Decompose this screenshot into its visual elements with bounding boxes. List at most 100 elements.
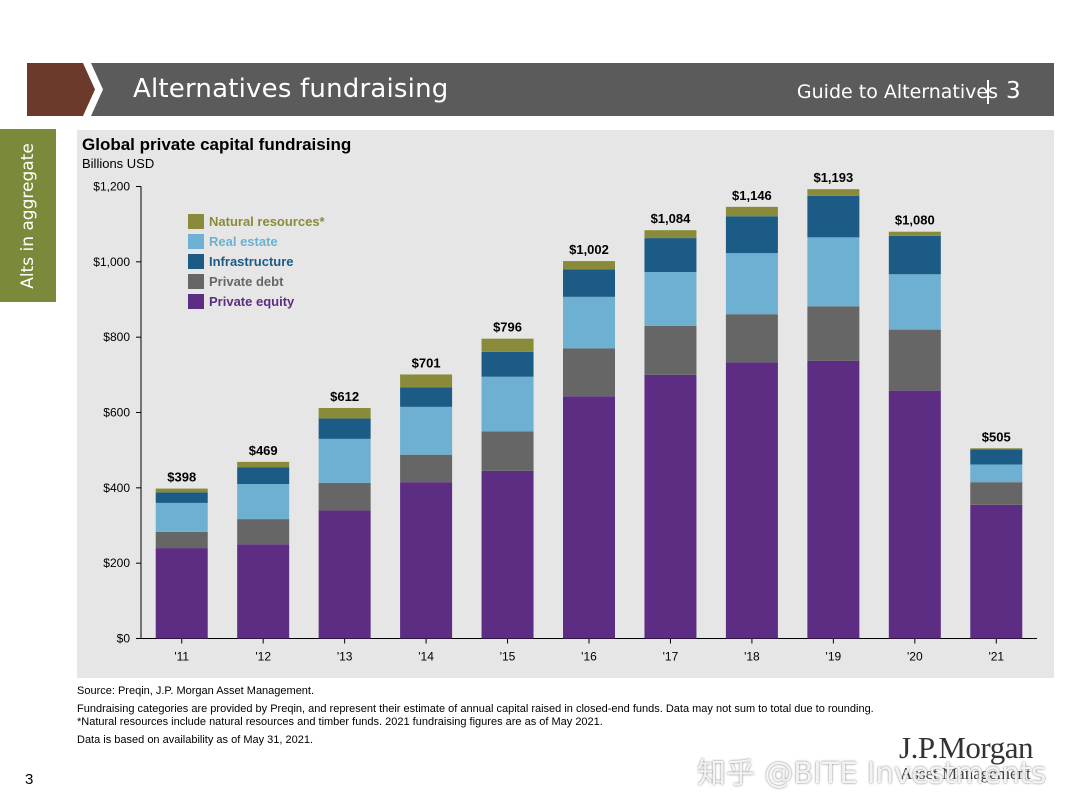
x-tick-label: '21	[988, 650, 1004, 664]
bar-segment	[725, 206, 778, 217]
total-label: $1,146	[732, 188, 772, 203]
x-tick-label: '14	[418, 650, 434, 664]
y-tick-label: $1,000	[93, 255, 130, 269]
total-label: $701	[412, 355, 441, 370]
y-tick-label: $0	[117, 632, 131, 646]
bar-segment	[237, 519, 290, 545]
legend-label: Natural resources*	[209, 214, 326, 229]
bar-segment	[481, 351, 534, 377]
chart: $0 $200 $400 $600 $800 $1,000 $1,200 '11 $398 '12…	[93, 170, 1037, 664]
bar-segment	[888, 390, 941, 639]
bar-segment	[155, 488, 208, 493]
x-tick-label: '19	[826, 650, 842, 664]
side-tab	[0, 129, 56, 302]
total-label: $505	[982, 429, 1011, 444]
y-tick-label: $1,200	[93, 180, 130, 194]
guide-label: Guide to Alternatives	[796, 81, 998, 103]
x-tick-label: '13	[337, 650, 353, 664]
x-tick-label: '17	[663, 650, 679, 664]
total-label: $1,193	[813, 170, 853, 185]
bar-segment	[807, 189, 860, 196]
bar-segment	[563, 269, 615, 297]
header-bar	[27, 63, 1054, 116]
bar-segment	[318, 438, 371, 483]
x-tick-label: '15	[500, 650, 516, 664]
bar-segment	[318, 482, 371, 511]
bar-segment	[888, 274, 941, 330]
total-label: $1,002	[569, 242, 609, 257]
bar-segment	[807, 237, 860, 307]
bar-segment	[155, 531, 208, 549]
x-tick-label: '18	[744, 650, 760, 664]
chart-panel: $0 $200 $400 $600 $800 $1,000 $1,200 '11 $398 '12…	[77, 130, 1054, 678]
total-label: $398	[167, 470, 196, 485]
bar-segment	[807, 360, 860, 639]
x-tick-label: '20	[907, 650, 923, 664]
y-tick-label: $600	[103, 406, 130, 420]
watermark: 知乎 @BITE Investments	[697, 756, 1047, 790]
bar-segment	[725, 216, 778, 254]
y-tick-label: $400	[103, 481, 130, 495]
bar-segment	[400, 374, 453, 388]
bar-segment	[563, 348, 615, 397]
total-label: $612	[330, 389, 359, 404]
bar-segment	[970, 449, 1023, 465]
bar-segment	[725, 362, 778, 639]
total-label: $1,080	[895, 213, 935, 228]
legend-swatch	[188, 274, 204, 289]
chart-subtitle: Billions USD	[82, 156, 155, 171]
x-tick-label: '12	[255, 650, 271, 664]
availability-note: Data is based on availability as of May …	[77, 734, 314, 746]
bar-segment	[888, 235, 941, 275]
bar-segment	[563, 261, 615, 270]
footnote: Fundraising categories are provided by P…	[77, 703, 874, 728]
bar-segment	[563, 296, 615, 349]
bar-segment	[970, 448, 1023, 450]
header-page-number: 3	[1006, 78, 1021, 104]
legend-label: Infrastructure	[209, 254, 294, 269]
bar-segment	[481, 431, 534, 471]
bar-segment	[807, 195, 860, 238]
bar-segment	[644, 374, 697, 639]
legend-label: Private debt	[209, 274, 284, 289]
bar-segment	[318, 407, 371, 419]
bar-segment	[318, 510, 371, 639]
bar-segment	[807, 306, 860, 361]
bar-segment	[155, 492, 208, 503]
y-tick-label: $800	[103, 330, 130, 344]
bar-segment	[481, 470, 534, 639]
bar-segment	[237, 484, 290, 520]
bar-segment	[725, 314, 778, 363]
bar-segment	[237, 467, 290, 485]
bar-segment	[481, 376, 534, 432]
legend-swatch	[188, 254, 204, 269]
bar-segment	[644, 238, 697, 273]
bar-segment	[400, 482, 453, 639]
bar-segment	[318, 418, 371, 439]
bar-segment	[400, 406, 453, 455]
header-chevron-icon	[27, 63, 103, 116]
bar-segment	[725, 253, 778, 315]
legend-swatch	[188, 214, 204, 229]
bar-segment	[481, 338, 534, 352]
logo-subtitle: Asset Management	[900, 764, 1031, 783]
legend-label: Real estate	[209, 234, 278, 249]
logo-wordmark: J.P.Morgan	[899, 730, 1033, 765]
bar-segment	[970, 464, 1023, 483]
bar-segment	[644, 325, 697, 375]
x-tick-label: '16	[581, 650, 597, 664]
bar-segment	[237, 544, 290, 639]
bar-segment	[644, 272, 697, 326]
legend-label: Private equity	[209, 294, 295, 309]
bar-segment	[400, 454, 453, 483]
page-number: 3	[25, 771, 34, 788]
chart-title: Global private capital fundraising	[82, 135, 352, 154]
source-note: Source: Preqin, J.P. Morgan Asset Manage…	[77, 685, 315, 697]
bar-segment	[970, 482, 1023, 505]
page-title: Alternatives fundraising	[133, 74, 449, 104]
bar-segment	[237, 461, 290, 468]
bar-segment	[888, 231, 941, 236]
bar-segment	[155, 548, 208, 639]
bar-segment	[970, 504, 1023, 639]
bar-segment	[155, 502, 208, 532]
